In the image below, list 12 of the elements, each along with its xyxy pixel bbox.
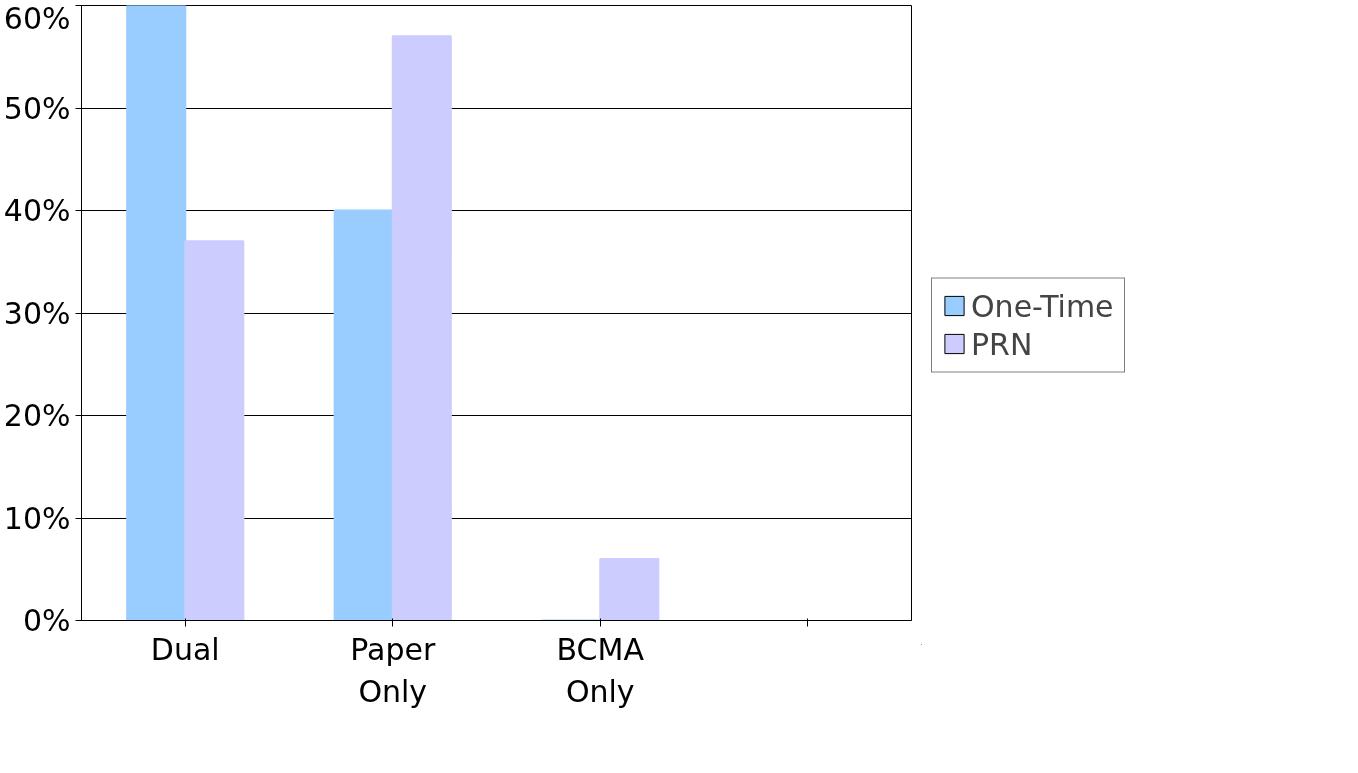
legend-label: PRN — [971, 326, 1033, 361]
y-tick-label: 0% — [22, 603, 71, 638]
y-tick-label: 60% — [3, 0, 71, 36]
y-tick-label: 40% — [3, 193, 71, 228]
y-tick-label: 20% — [3, 398, 71, 433]
y-tick-label: 30% — [3, 295, 71, 331]
x-tick-label: Dual — [150, 631, 220, 667]
x-tick-label: Paper Only — [350, 631, 436, 709]
x-tick-label: BCMA Only — [556, 631, 645, 709]
y-tick-label: 50% — [3, 90, 71, 126]
legend-label: One-Time — [971, 288, 1114, 323]
y-tick-label: 10% — [3, 500, 71, 536]
